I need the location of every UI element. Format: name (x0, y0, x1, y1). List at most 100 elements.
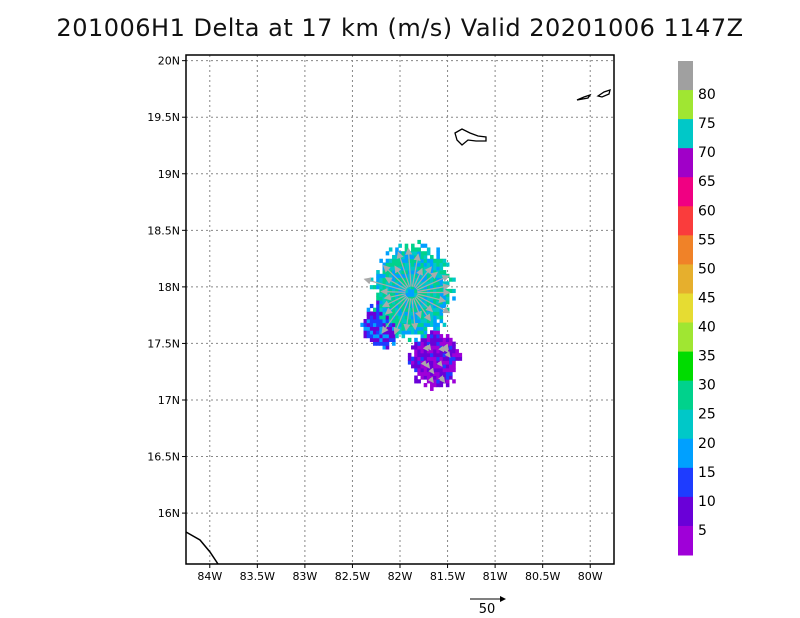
wind-cell (430, 292, 434, 297)
wind-cell (430, 322, 434, 327)
wind-cell (373, 337, 377, 343)
wind-cell (379, 334, 383, 339)
wind-cell (404, 292, 409, 297)
wind-cell (426, 273, 431, 278)
colorbar-label: 40 (698, 320, 716, 336)
wind-cell (392, 334, 396, 339)
wind-cell (433, 334, 437, 339)
x-tick-label: 84W (197, 570, 222, 583)
wind-cell (404, 315, 409, 320)
colorbar: 5 10 15 20 25 30 35 40 45 50 55 60 65 70 75 80 (678, 61, 716, 556)
wind-cell (417, 349, 421, 354)
wind-cell (433, 277, 437, 282)
wind-cell (442, 292, 447, 297)
wind-cell (436, 367, 440, 373)
wind-cell (395, 247, 399, 252)
wind-cell (411, 330, 415, 335)
wind-cell (426, 352, 431, 358)
wind-cell (404, 254, 409, 260)
wind-cell (417, 345, 421, 350)
wind-cell (445, 375, 450, 380)
y-tick-label: 20N (158, 55, 180, 68)
wind-vector (416, 294, 451, 314)
wind-cell (388, 330, 393, 335)
wind-cell (452, 288, 456, 294)
wind-cell (439, 371, 444, 376)
wind-cell (439, 273, 444, 278)
wind-cell (426, 375, 431, 380)
wind-cell (363, 330, 368, 335)
wind-cell (420, 371, 425, 376)
wind-cell (388, 266, 393, 271)
wind-cell (436, 254, 440, 260)
wind-cell (407, 277, 412, 282)
colorbar-label: 5 (698, 523, 707, 539)
wind-cell (398, 330, 402, 335)
x-tick-label: 81.5W (430, 570, 465, 583)
wind-cell (411, 243, 415, 248)
x-tick-label: 80.5W (525, 570, 560, 583)
wind-cell (423, 356, 428, 361)
wind-vector (425, 343, 432, 351)
wind-cell (411, 254, 415, 260)
wind-cell (379, 326, 383, 331)
wind-cell (439, 367, 444, 373)
wind-cell (423, 383, 428, 388)
wind-cell (392, 296, 396, 301)
wind-cell (430, 300, 434, 305)
wind-vector (428, 367, 435, 375)
wind-cell (398, 322, 402, 327)
wind-cell (414, 247, 418, 252)
wind-cell (398, 326, 402, 331)
wind-cell (433, 319, 437, 324)
wind-cell (442, 281, 447, 286)
wind-cell (404, 247, 409, 252)
wind-cell (392, 303, 396, 309)
x-tick-label: 83.5W (240, 570, 275, 583)
wind-cell (430, 364, 434, 369)
wind-cell (407, 352, 412, 358)
wind-cell (433, 349, 437, 354)
wind-cell (420, 311, 425, 316)
wind-cell (395, 300, 399, 305)
wind-cell (382, 334, 387, 339)
wind-cell (411, 277, 415, 282)
wind-cell (436, 292, 440, 297)
wind-cell (426, 296, 431, 301)
wind-cell (436, 326, 440, 331)
wind-vector (415, 271, 439, 290)
wind-cell (366, 326, 371, 331)
wind-cell (398, 315, 402, 320)
wind-cell (436, 247, 440, 252)
wind-cell (420, 364, 425, 369)
wind-cell (417, 341, 421, 346)
wind-vector (396, 251, 411, 288)
wind-cell (417, 303, 421, 309)
wind-cell (376, 330, 380, 335)
wind-cell (439, 356, 444, 361)
wind-cell (445, 379, 450, 384)
wind-cell (385, 315, 390, 320)
wind-cell (385, 345, 390, 350)
wind-cell (417, 262, 421, 267)
wind-cell (426, 262, 431, 267)
wind-cell (439, 334, 444, 339)
wind-cell (430, 386, 434, 391)
wind-cell (445, 360, 450, 365)
wind-cell (382, 270, 387, 275)
wind-cell (401, 319, 406, 324)
wind-cell (382, 322, 387, 327)
wind-vector (384, 277, 407, 291)
wind-cell (385, 273, 390, 278)
wind-cell (452, 277, 456, 282)
wind-cell (445, 281, 450, 286)
wind-cell (401, 334, 406, 339)
wind-cell (426, 337, 431, 343)
wind-cell (388, 273, 393, 278)
wind-cell (439, 292, 444, 297)
wind-cell (401, 307, 406, 312)
wind-cell (442, 352, 447, 358)
wind-cell (445, 356, 450, 361)
wind-cell (455, 349, 459, 354)
wind-vector (413, 267, 423, 288)
